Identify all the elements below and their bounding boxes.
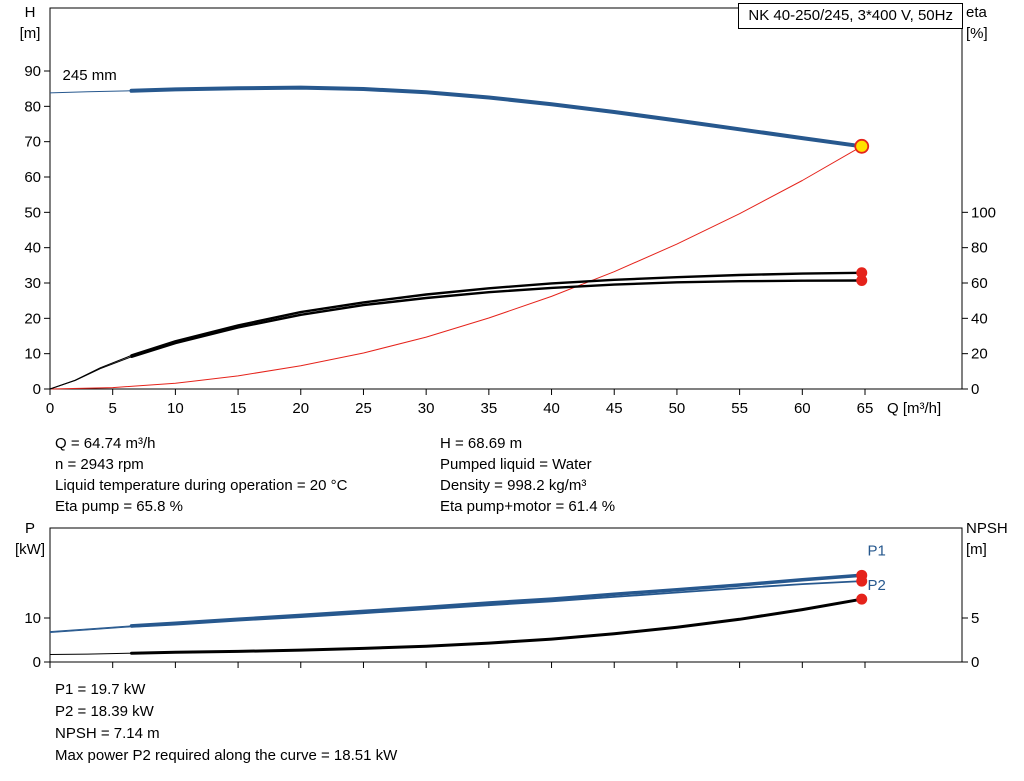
- y-left-tick-label: 0: [33, 381, 41, 398]
- curve-label: P1: [868, 543, 886, 560]
- x-tick-label: 10: [167, 400, 184, 417]
- x-tick-label: 40: [543, 400, 560, 417]
- h-axis-unit: [m]: [19, 25, 41, 42]
- operating-data-right: H = 68.69 m Pumped liquid = Water Densit…: [440, 433, 615, 517]
- duty-point: [854, 138, 870, 154]
- info-line-h: H = 68.69 m: [440, 435, 523, 452]
- eta-axis-unit: [%]: [966, 25, 988, 42]
- y-left-tick-label: 10: [24, 610, 41, 627]
- y-right-tick-label: 0: [971, 654, 979, 671]
- y-left-tick-label: 30: [24, 275, 41, 292]
- curve-label: P2: [868, 577, 886, 594]
- x-tick-label: 5: [109, 400, 117, 417]
- head-curve-245mm: [129, 85, 864, 149]
- y-right-tick-label: 60: [971, 275, 988, 292]
- head-curve-245mm-lead-in: [49, 90, 132, 94]
- info-line-eta-pump-motor: Eta pump+motor = 61.4 %: [440, 498, 616, 515]
- x-tick-label: 65: [857, 400, 874, 417]
- eta-axis-label: eta [%]: [966, 2, 988, 44]
- y-left-tick-label: 40: [24, 240, 41, 257]
- y-left-tick-label: 70: [24, 134, 41, 151]
- y-right-tick-label: 20: [971, 346, 988, 363]
- npsh-axis-label: NPSH [m]: [966, 518, 1008, 560]
- info-line-max-power: Max power P2 required along the curve = …: [55, 747, 398, 764]
- x-axis-unit-label: Q [m³/h]: [887, 400, 941, 417]
- x-tick-label: 15: [230, 400, 247, 417]
- npsh-axis-symbol: NPSH: [966, 520, 1008, 537]
- x-tick-label: 55: [731, 400, 748, 417]
- y-right-tick-label: 5: [971, 610, 979, 627]
- h-axis-label: H [m]: [10, 2, 50, 44]
- p1-curve: [129, 573, 864, 628]
- y-left-tick-label: 50: [24, 204, 41, 221]
- x-tick-label: 45: [606, 400, 623, 417]
- eta-pump-curve: [130, 271, 863, 357]
- info-line-q: Q = 64.74 m³/h: [55, 435, 156, 452]
- info-line-liquid: Pumped liquid = Water: [440, 456, 592, 473]
- y-right-tick-label: 0: [971, 381, 979, 398]
- y-right-tick-label: 40: [971, 310, 988, 327]
- operating-data-left: Q = 64.74 m³/h n = 2943 rpm Liquid tempe…: [55, 433, 347, 517]
- x-tick-label: 0: [46, 400, 54, 417]
- y-left-tick-label: 10: [24, 346, 41, 363]
- p2-curve-lead-in: [49, 626, 132, 633]
- y-left-tick-label: 80: [24, 98, 41, 115]
- y-right-tick-label: 80: [971, 240, 988, 257]
- npsh-curve-lead-in: [49, 652, 132, 655]
- curve-label: 245 mm: [63, 67, 117, 84]
- x-tick-label: 35: [481, 400, 498, 417]
- info-line-p1: P1 = 19.7 kW: [55, 681, 146, 698]
- x-tick-label: 20: [292, 400, 309, 417]
- eta-pump-motor-curve: [130, 279, 863, 358]
- p-axis-label: P [kW]: [8, 518, 52, 560]
- x-tick-label: 25: [355, 400, 372, 417]
- info-line-eta-pump: Eta pump = 65.8 %: [55, 498, 183, 515]
- eta-pump-curve-lead-in: [49, 354, 132, 390]
- y-left-tick-label: 20: [24, 310, 41, 327]
- npsh-point: [856, 593, 868, 605]
- info-line-temperature: Liquid temperature during operation = 20…: [55, 477, 348, 494]
- y-left-tick-label: 90: [24, 63, 41, 80]
- eta-pump-motor-point: [856, 275, 868, 287]
- p-axis-symbol: P: [24, 520, 35, 537]
- npsh-axis-unit: [m]: [966, 541, 987, 558]
- npsh-curve: [130, 597, 864, 655]
- p1-curve-lead-in: [49, 625, 132, 633]
- system-curve: [49, 145, 862, 390]
- h-axis-symbol: H: [24, 4, 36, 21]
- y-left-tick-label: 0: [33, 654, 41, 671]
- info-line-p2: P2 = 18.39 kW: [55, 703, 154, 720]
- head-efficiency-chart-frame: [49, 7, 963, 390]
- y-right-tick-label: 100: [971, 204, 996, 221]
- info-line-density: Density = 998.2 kg/m³: [440, 477, 587, 494]
- p-axis-unit: [kW]: [15, 541, 45, 558]
- x-tick-label: 50: [669, 400, 686, 417]
- info-line-n: n = 2943 rpm: [55, 456, 144, 473]
- p2-point: [856, 575, 868, 587]
- pump-title-box: NK 40-250/245, 3*400 V, 50Hz: [738, 3, 963, 29]
- x-tick-label: 60: [794, 400, 811, 417]
- x-tick-label: 30: [418, 400, 435, 417]
- eta-pump-point: [856, 267, 868, 279]
- y-left-tick-label: 60: [24, 169, 41, 186]
- power-data: P1 = 19.7 kW P2 = 18.39 kW NPSH = 7.14 m…: [55, 679, 397, 767]
- info-line-npsh: NPSH = 7.14 m: [55, 725, 160, 742]
- power-npsh-chart-frame: [49, 527, 963, 663]
- eta-axis-symbol: eta: [966, 4, 987, 21]
